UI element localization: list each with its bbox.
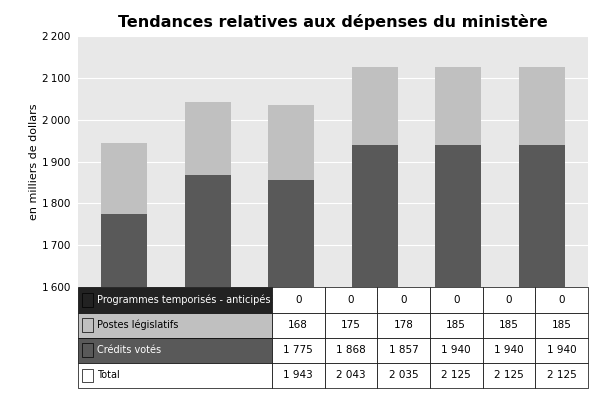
Bar [377, 338, 430, 363]
Bar [82, 343, 94, 357]
Bar [482, 287, 535, 312]
Bar [519, 67, 565, 145]
Bar [377, 312, 430, 338]
Text: 0: 0 [400, 295, 407, 305]
Title: Tendances relatives aux dépenses du ministère: Tendances relatives aux dépenses du mini… [118, 14, 548, 30]
Text: Programmes temporisés - anticipés: Programmes temporisés - anticipés [97, 295, 271, 305]
Text: 2 035: 2 035 [389, 371, 418, 381]
Text: Postes législatifs: Postes législatifs [97, 320, 179, 330]
Bar [325, 312, 377, 338]
Text: 1 940: 1 940 [442, 345, 471, 355]
Bar [101, 214, 147, 287]
Bar [436, 145, 481, 287]
Bar [272, 312, 325, 338]
Bar [482, 312, 535, 338]
Bar [352, 67, 398, 145]
Bar [82, 293, 94, 307]
Bar [430, 312, 482, 338]
Bar [78, 363, 272, 388]
Bar [78, 312, 272, 338]
Bar [78, 338, 272, 363]
Bar [430, 363, 482, 388]
Text: 2 125: 2 125 [494, 371, 524, 381]
Bar [535, 312, 588, 338]
Bar [82, 318, 94, 332]
Bar [352, 145, 398, 287]
Text: 2 125: 2 125 [547, 371, 577, 381]
Text: 168: 168 [288, 320, 308, 330]
Bar [519, 145, 565, 287]
Bar [185, 175, 230, 287]
Bar [325, 363, 377, 388]
Text: 1 857: 1 857 [389, 345, 418, 355]
Bar [535, 287, 588, 312]
Bar [482, 338, 535, 363]
Bar [82, 369, 94, 383]
Text: Crédits votés: Crédits votés [97, 345, 161, 355]
Text: 185: 185 [499, 320, 519, 330]
Text: 1 940: 1 940 [547, 345, 577, 355]
Text: 0: 0 [453, 295, 460, 305]
Text: 1 868: 1 868 [336, 345, 366, 355]
Text: 175: 175 [341, 320, 361, 330]
Bar [268, 105, 314, 179]
Bar [325, 338, 377, 363]
Text: 0: 0 [347, 295, 354, 305]
Bar [436, 67, 481, 145]
Text: 1 940: 1 940 [494, 345, 524, 355]
Text: 0: 0 [295, 295, 301, 305]
Text: 2 043: 2 043 [336, 371, 365, 381]
Bar [185, 101, 230, 175]
Y-axis label: en milliers de dollars: en milliers de dollars [29, 103, 39, 220]
Text: 2 125: 2 125 [442, 371, 471, 381]
Text: 178: 178 [394, 320, 413, 330]
Bar [272, 287, 325, 312]
Text: 185: 185 [552, 320, 572, 330]
Bar [272, 338, 325, 363]
Bar [535, 363, 588, 388]
Bar [78, 287, 272, 312]
Text: 0: 0 [506, 295, 512, 305]
Text: 1 775: 1 775 [283, 345, 313, 355]
Bar [377, 363, 430, 388]
Bar [430, 287, 482, 312]
Bar [430, 338, 482, 363]
Bar [377, 287, 430, 312]
Bar [101, 143, 147, 214]
Text: Total: Total [97, 371, 120, 381]
Text: 0: 0 [559, 295, 565, 305]
Bar [272, 363, 325, 388]
Bar [482, 363, 535, 388]
Text: 185: 185 [446, 320, 466, 330]
Bar [268, 179, 314, 287]
Bar [325, 287, 377, 312]
Text: 1 943: 1 943 [283, 371, 313, 381]
Bar [535, 338, 588, 363]
